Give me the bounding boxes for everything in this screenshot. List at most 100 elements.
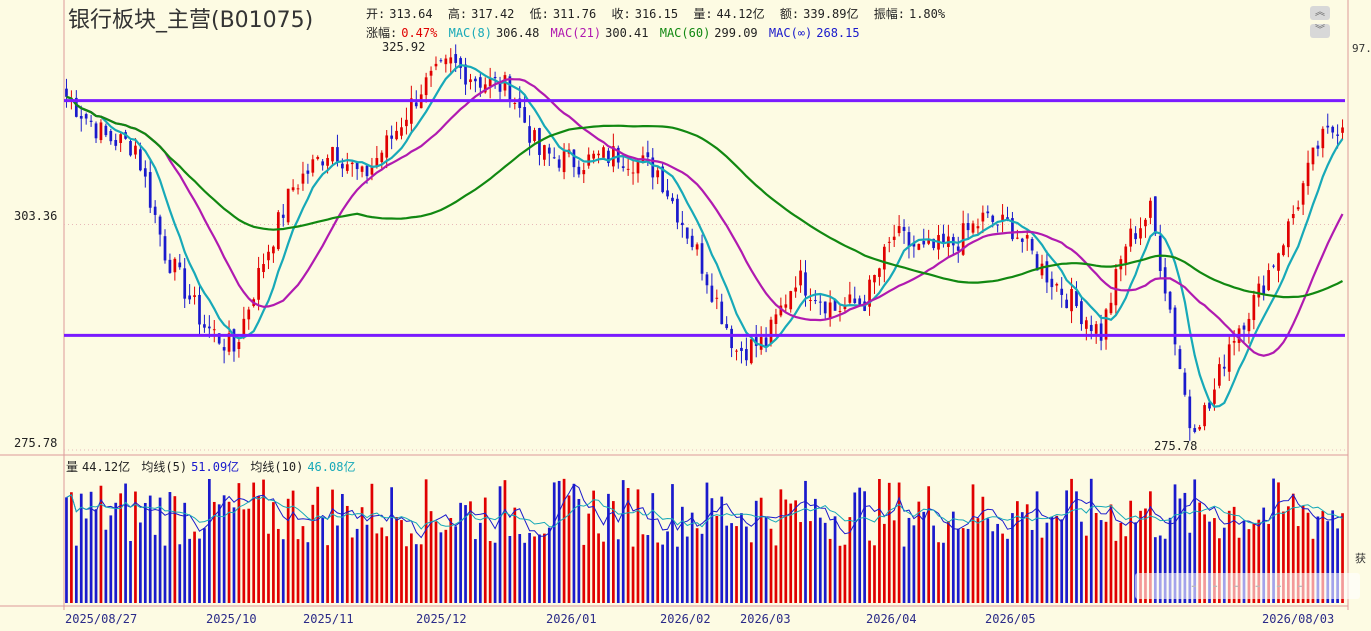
volume-bar <box>493 542 497 603</box>
volume-bar <box>178 544 182 603</box>
candle-body <box>611 146 615 167</box>
volume-bar <box>148 495 152 603</box>
volume-bar <box>759 497 763 603</box>
volume-bar <box>483 497 487 603</box>
volume-bar <box>976 518 980 603</box>
volume-bar <box>498 486 502 603</box>
volume-bar <box>247 508 251 603</box>
right-axis-label: 97. <box>1352 42 1371 55</box>
candle-body <box>508 76 512 102</box>
volume-bar <box>804 480 807 603</box>
candle-body <box>582 170 586 175</box>
candle-body <box>1020 238 1024 242</box>
candle-body <box>414 102 418 107</box>
volume-bar <box>823 522 827 603</box>
volume-bar <box>986 518 990 603</box>
volume-bar <box>1178 498 1182 603</box>
volume-bar <box>1198 502 1202 603</box>
candle-body <box>1296 207 1300 210</box>
scroll-up-icon[interactable]: ︽ <box>1310 6 1330 20</box>
volume-bar <box>1296 526 1300 603</box>
volume-bar <box>557 480 561 603</box>
candle-body <box>134 145 137 155</box>
volume-bar <box>1124 536 1128 603</box>
candle-body <box>345 164 349 171</box>
candle-body <box>764 337 768 347</box>
volume-bar <box>1203 514 1206 603</box>
candle-body <box>710 285 714 302</box>
candle-body <box>543 145 546 160</box>
volume-bar <box>1070 478 1073 603</box>
candle-body <box>799 270 802 286</box>
candle-body <box>1198 426 1202 430</box>
volume-bar <box>1139 510 1142 603</box>
candle-body <box>1277 253 1280 271</box>
volume-bar <box>1134 522 1137 603</box>
candle-body <box>188 295 191 300</box>
candle-body <box>242 318 246 338</box>
scroll-down-icon[interactable]: ︾ <box>1310 24 1330 38</box>
vol-ma10-label: 均线(10) <box>250 460 304 474</box>
candle-body <box>547 147 551 154</box>
volume-bar <box>971 484 975 603</box>
candle-body <box>882 246 886 270</box>
ma60-label: MAC(60) <box>659 26 711 40</box>
candle-body <box>178 262 182 268</box>
candle-body <box>316 156 320 159</box>
candle-body <box>1158 235 1162 271</box>
volume-bar <box>336 525 339 603</box>
volume-bar <box>1183 492 1187 603</box>
volume-bar <box>89 491 93 603</box>
candle-body <box>745 349 748 361</box>
candle-body <box>809 300 812 302</box>
volume-bar <box>552 482 556 603</box>
volume-bar <box>350 537 354 603</box>
candle-body <box>1262 285 1266 295</box>
candle-body <box>616 147 620 163</box>
candle-body <box>148 172 152 208</box>
high-stat: 高: 317.42 <box>447 7 515 21</box>
ma21-label: MAC(21) <box>550 26 602 40</box>
volume-bar <box>1153 537 1157 603</box>
candle-body <box>868 279 871 307</box>
volume-bar <box>680 506 684 603</box>
volume-bar <box>1232 506 1236 603</box>
volume-bar <box>528 532 531 603</box>
candle-body <box>1099 323 1103 341</box>
candle-body <box>986 211 990 214</box>
volume-bar <box>956 528 960 603</box>
candle-body <box>528 126 531 143</box>
volume-bar <box>1060 519 1064 603</box>
volume-bar <box>646 535 650 603</box>
candle-body <box>355 162 359 170</box>
volume-bar <box>1099 520 1103 603</box>
candle-body <box>513 102 517 104</box>
volume-bar <box>533 536 536 603</box>
x-tick-7: 2026/04 <box>866 612 917 626</box>
volume-bar <box>207 479 211 603</box>
candle-body <box>1227 344 1231 372</box>
volume-bar <box>878 479 881 603</box>
candle-body <box>769 319 773 344</box>
candle-body <box>631 172 635 174</box>
volume-bar <box>405 546 408 603</box>
candle-body <box>370 166 374 175</box>
volume-bar <box>695 528 699 603</box>
candle-body <box>449 57 453 64</box>
volume-bar <box>927 486 931 603</box>
vol-ma5-label: 均线(5) <box>141 460 188 474</box>
volume-bar <box>735 526 738 603</box>
volume-bar <box>99 485 103 603</box>
candle-body <box>779 305 783 316</box>
volume-bar <box>961 528 965 603</box>
volume-bar <box>538 534 541 603</box>
volume-bar <box>621 480 625 603</box>
volume-bar <box>454 526 458 603</box>
volume-bar <box>1341 513 1344 603</box>
volume-bar <box>193 531 196 603</box>
candle-body <box>183 268 187 299</box>
candle-body <box>695 244 699 250</box>
volume-bar <box>1158 535 1162 603</box>
